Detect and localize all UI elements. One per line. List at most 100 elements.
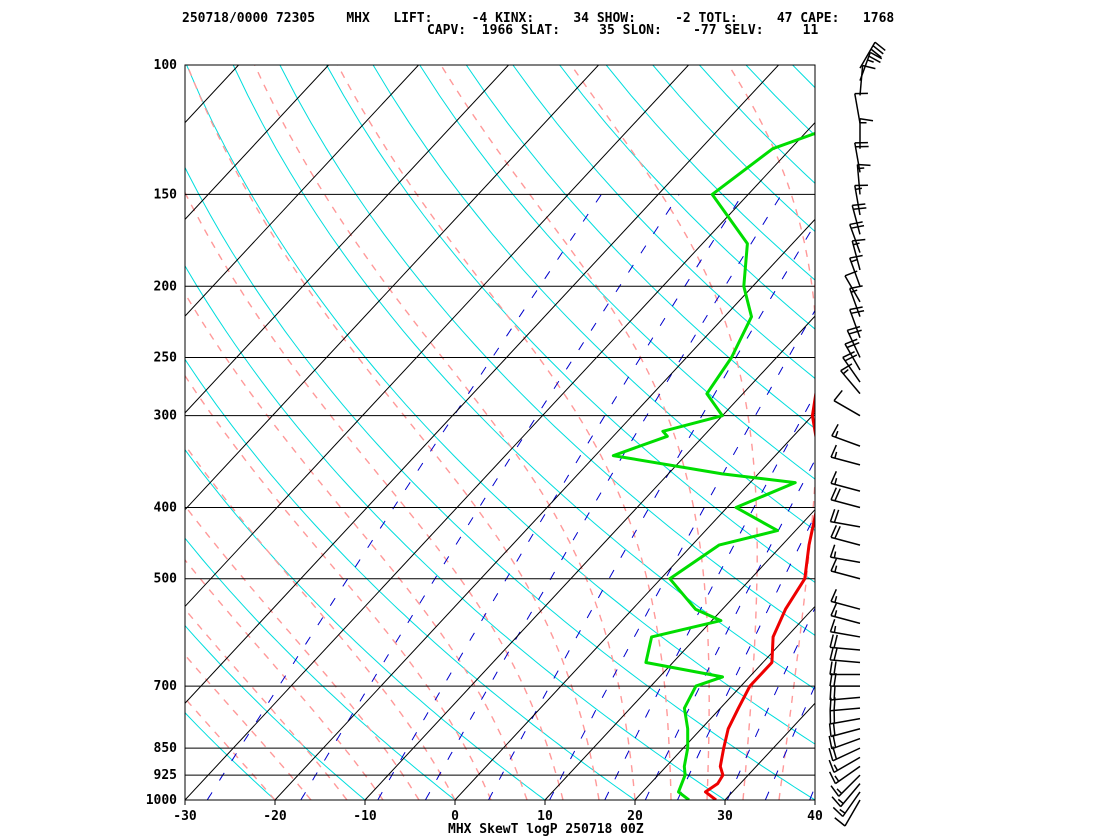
mixing-ratio-line — [604, 393, 815, 800]
wind-barb — [834, 799, 861, 827]
wind-barb — [829, 544, 861, 564]
isotherm — [185, 121, 815, 800]
wind-barb — [830, 603, 861, 625]
mixing-ratio-line — [677, 514, 815, 800]
mixing-ratio-line — [424, 194, 783, 800]
dry-adiabat — [185, 358, 636, 800]
mixing-ratio-line — [549, 309, 815, 800]
temperature-tick-label: 30 — [717, 809, 733, 824]
wind-barb — [828, 722, 861, 738]
wind-barb — [830, 589, 861, 610]
wind-barb — [829, 634, 861, 651]
dry-adiabat — [792, 65, 815, 89]
plot-border — [184, 64, 816, 801]
wind-barb — [828, 765, 861, 785]
dewpoint-trace — [611, 131, 815, 800]
temperature-tick-label: 0 — [451, 809, 459, 824]
header-line-2: CAPV: 1966 SLAT: 35 SLON: -77 SELV: 11 — [427, 23, 819, 38]
temperature-tick-label: 40 — [807, 809, 823, 824]
chart-title: MHX SkewT logP 250718 00Z — [448, 822, 644, 837]
dry-adiabat — [886, 65, 1120, 800]
moist-adiabat — [728, 65, 815, 800]
moist-adiabat — [440, 65, 710, 800]
wind-barb — [832, 791, 861, 818]
plot-frame — [184, 64, 816, 801]
dry-adiabat — [232, 65, 815, 690]
dry-adiabat — [512, 65, 815, 380]
wind-barb — [830, 558, 861, 580]
mixing-ratio-line — [377, 194, 743, 800]
dry-adiabat — [839, 65, 1120, 800]
wind-barb — [829, 646, 861, 664]
isotherm — [185, 65, 419, 317]
wind-barb — [846, 325, 862, 358]
temperature-tick-label: -10 — [353, 809, 377, 824]
moist-adiabat — [185, 374, 492, 800]
pressure-tick-label: 925 — [154, 768, 177, 783]
pressure-tick-label: 1000 — [146, 793, 177, 808]
dry-adiabat — [652, 65, 815, 233]
moist-adiabat — [186, 65, 600, 800]
wind-barb — [828, 734, 861, 750]
dry-adiabat — [279, 65, 815, 636]
sounding-traces — [611, 131, 815, 800]
moist-adiabat — [185, 292, 528, 800]
wind-barb — [842, 350, 861, 383]
pressure-tick-label: 100 — [154, 58, 178, 73]
temperature-tick-label: -20 — [263, 809, 287, 824]
moist-adiabat — [336, 65, 672, 800]
wind-barb — [829, 709, 861, 725]
isotherm — [185, 65, 329, 221]
background-lines — [0, 65, 1120, 800]
isotherm — [454, 412, 815, 800]
mixing-ratio-line — [726, 606, 815, 800]
moist-adiabat — [185, 504, 420, 800]
isotherm — [274, 218, 815, 800]
isotherm — [634, 605, 815, 800]
wind-barb — [829, 661, 860, 676]
pressure-tick-label: 150 — [154, 187, 178, 202]
wind-barb — [830, 525, 861, 546]
mixing-ratio-line — [488, 223, 815, 800]
wind-barb — [859, 51, 883, 81]
wind-barbs — [828, 41, 886, 827]
temperature-tick-label: 10 — [537, 809, 553, 824]
wind-barb — [829, 619, 861, 638]
wind-barb — [830, 774, 861, 797]
mixing-ratio-line — [644, 458, 815, 800]
temperature-trace — [704, 277, 815, 800]
moist-adiabat — [185, 444, 456, 800]
dry-adiabat — [185, 624, 366, 800]
isotherm — [814, 799, 815, 800]
wind-barb — [829, 673, 860, 687]
dry-adiabat — [465, 65, 815, 430]
wind-barb — [849, 221, 865, 253]
temperature-tick-label: -30 — [173, 809, 197, 824]
pressure-tick-label: 700 — [154, 679, 178, 694]
dry-adiabat — [699, 65, 815, 184]
wind-barb — [840, 363, 861, 395]
wind-barb — [854, 141, 869, 173]
wind-barb — [833, 389, 861, 417]
dry-adiabat — [605, 65, 815, 281]
dry-adiabat — [185, 711, 276, 800]
wind-barb — [829, 686, 861, 701]
pressure-tick-label: 250 — [154, 350, 178, 365]
isotherm — [185, 65, 779, 704]
isotherm — [185, 65, 689, 608]
dry-adiabat — [185, 448, 546, 800]
mixing-ratio-line — [764, 684, 815, 800]
mixing-ratio-line — [206, 194, 602, 800]
wind-barb — [859, 118, 874, 149]
wind-barb — [859, 41, 886, 69]
isotherm — [364, 315, 815, 800]
temperature-axis: -30 -20 -10 0 10 20 30 40 — [173, 800, 823, 824]
pressure-tick-label: 850 — [154, 741, 178, 756]
moist-adiabat — [254, 65, 636, 800]
pressure-tick-label: 200 — [154, 279, 178, 294]
isotherm — [0, 65, 149, 800]
wind-barb — [854, 92, 868, 124]
wind-barb — [830, 487, 861, 509]
wind-barb — [831, 423, 861, 447]
wind-barb — [859, 64, 876, 96]
